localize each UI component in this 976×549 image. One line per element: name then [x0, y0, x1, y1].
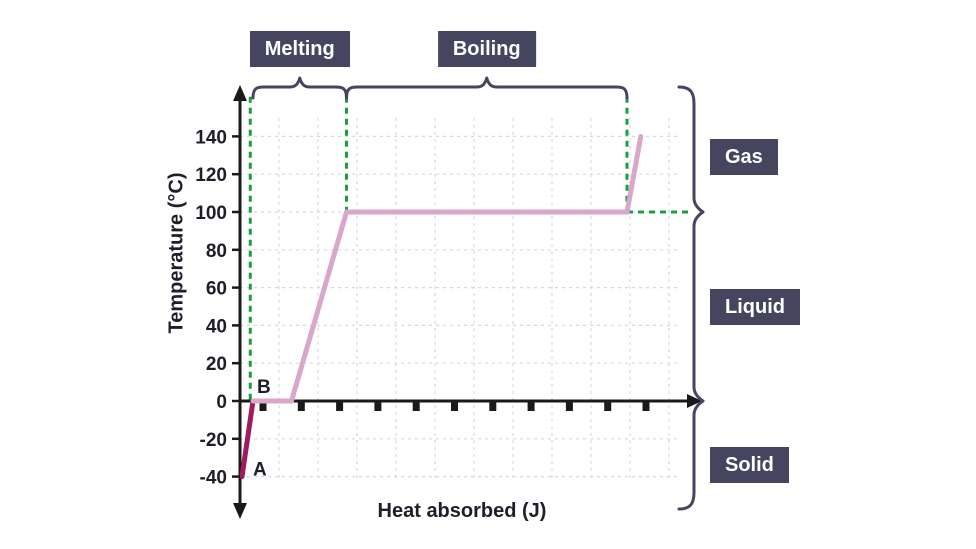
x-tick [527, 400, 535, 411]
x-tick [451, 400, 458, 411]
brace-melting [251, 76, 348, 100]
y-tick-label: 140 [195, 127, 227, 148]
x-axis-arrow-icon [687, 394, 702, 408]
x-tick [336, 400, 344, 411]
x-tick [565, 400, 573, 411]
y-tick-label: 0 [216, 392, 227, 413]
x-tick [489, 400, 497, 411]
y-tick-label: 20 [206, 354, 227, 375]
phase-regions-brace [677, 85, 705, 511]
process-braces [251, 76, 629, 100]
liquid-label: Liquid [710, 289, 800, 325]
melting-label: Melting [249, 31, 350, 67]
x-axis-ticks [259, 400, 650, 411]
y-tick-label: 100 [195, 203, 227, 224]
x-tick [412, 400, 420, 411]
y-tick-label: -40 [200, 468, 227, 489]
point-label-a: A [253, 460, 267, 481]
x-tick [374, 400, 382, 411]
y-tick-label: 80 [206, 241, 227, 262]
series-solid-warming [239, 398, 256, 480]
x-tick [259, 400, 267, 411]
x-axis-title: Heat absorbed (J) [377, 500, 547, 522]
y-axis-arrow-up-icon [233, 85, 247, 101]
point-label-b: B [257, 377, 271, 398]
series-melting-boiling-curve [250, 133, 644, 404]
point-labels: AB [253, 377, 271, 481]
y-tick-label: 40 [206, 316, 227, 337]
y-axis-arrow-down-icon [233, 503, 247, 519]
brace-boiling [345, 76, 629, 100]
boiling-label: Boiling [437, 31, 536, 67]
x-tick [297, 400, 305, 411]
x-tick [604, 400, 612, 411]
y-axis-ticks-and-labels: 140 120 100 80 60 40 20 0 -20 -40 [195, 127, 240, 489]
gridlines [240, 118, 681, 478]
gas-label: Gas [710, 139, 778, 175]
y-tick-label: 60 [206, 279, 227, 300]
solid-label: Solid [710, 447, 789, 483]
phase-change-guides [248, 96, 692, 401]
y-axis-title: Temperature (°C) [165, 172, 188, 334]
y-tick-label: -20 [200, 430, 227, 451]
y-tick-label: 120 [195, 165, 227, 186]
heating-curve-series [239, 133, 644, 480]
x-tick [642, 400, 650, 411]
axes [233, 85, 702, 519]
